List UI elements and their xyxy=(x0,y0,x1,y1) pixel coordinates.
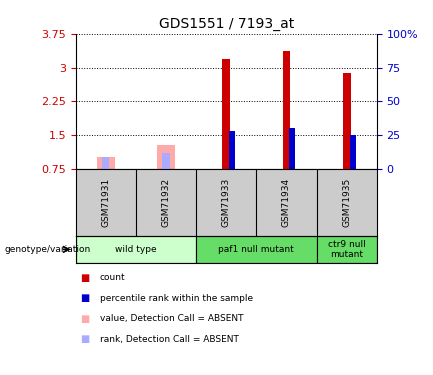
Bar xyxy=(76,236,196,262)
Text: paf1 null mutant: paf1 null mutant xyxy=(219,245,294,254)
Text: ■: ■ xyxy=(80,334,89,344)
Text: genotype/variation: genotype/variation xyxy=(4,245,90,254)
Text: rank, Detection Call = ABSENT: rank, Detection Call = ABSENT xyxy=(100,335,239,344)
Text: ctr9 null
mutant: ctr9 null mutant xyxy=(328,240,365,259)
Text: GSM71933: GSM71933 xyxy=(222,178,231,227)
Text: wild type: wild type xyxy=(115,245,157,254)
Text: ■: ■ xyxy=(80,314,89,324)
Text: GSM71934: GSM71934 xyxy=(282,178,291,227)
Text: GSM71932: GSM71932 xyxy=(162,178,171,227)
Bar xyxy=(289,128,295,169)
Text: GSM71935: GSM71935 xyxy=(342,178,351,227)
Bar xyxy=(282,51,291,169)
Bar xyxy=(97,157,115,169)
Text: count: count xyxy=(100,273,125,282)
Bar xyxy=(343,73,351,169)
Text: percentile rank within the sample: percentile rank within the sample xyxy=(100,294,253,303)
Bar xyxy=(222,59,230,169)
Bar xyxy=(102,157,110,169)
Bar xyxy=(157,146,175,169)
Title: GDS1551 / 7193_at: GDS1551 / 7193_at xyxy=(158,17,294,32)
Text: value, Detection Call = ABSENT: value, Detection Call = ABSENT xyxy=(100,314,243,323)
Text: GSM71931: GSM71931 xyxy=(101,178,110,227)
Bar xyxy=(229,131,235,169)
Bar xyxy=(162,153,170,169)
Text: ■: ■ xyxy=(80,293,89,303)
Bar xyxy=(196,236,317,262)
Bar xyxy=(349,135,355,169)
Text: ■: ■ xyxy=(80,273,89,282)
Bar xyxy=(317,236,377,262)
